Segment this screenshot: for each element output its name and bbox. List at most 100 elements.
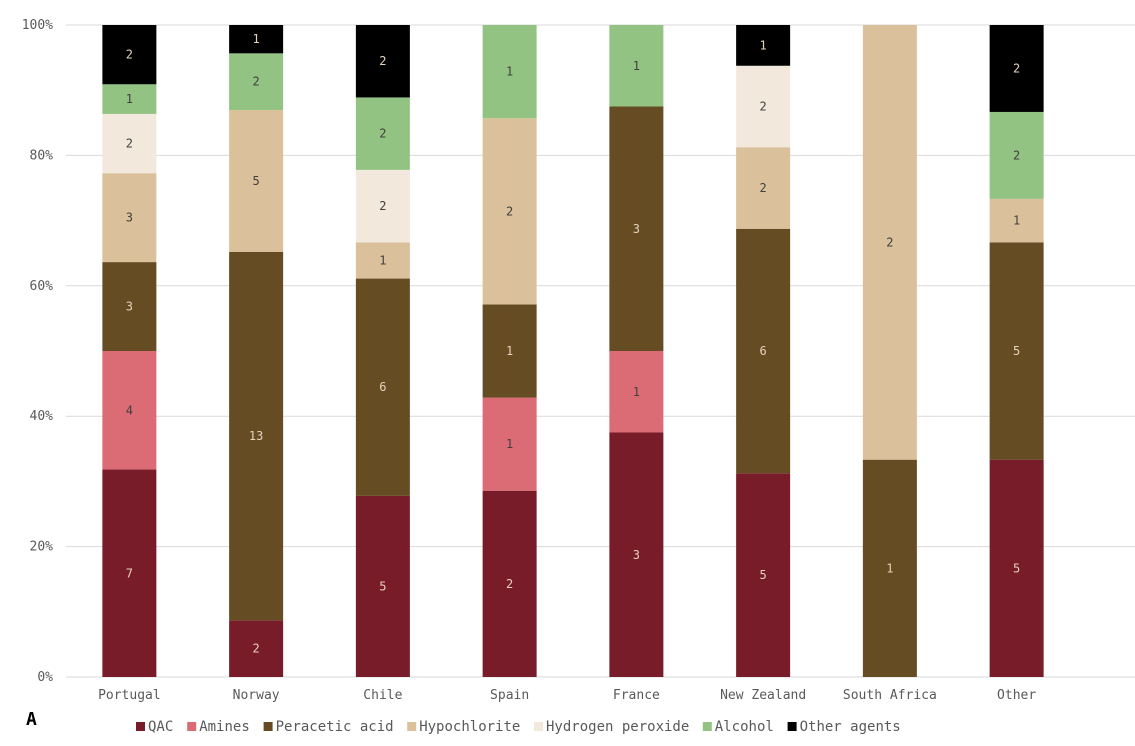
bar-segment bbox=[229, 110, 284, 252]
bar-segment bbox=[102, 351, 157, 470]
legend-label: Peracetic acid bbox=[276, 719, 394, 735]
bar-stack: 2 1 1 2 1 bbox=[482, 25, 537, 677]
data-label: 5 bbox=[253, 174, 260, 188]
bar-segment bbox=[102, 173, 157, 263]
data-label: 2 bbox=[379, 127, 386, 141]
legend: QAC Amines Peracetic acid Hypochlorite Hydro… bbox=[136, 719, 901, 735]
data-label: 5 bbox=[760, 568, 767, 582]
data-label: 2 bbox=[506, 204, 513, 218]
bar-segment bbox=[229, 251, 284, 621]
legend-item: Alcohol bbox=[702, 719, 774, 735]
x-tick-label: South Africa bbox=[843, 688, 937, 703]
data-label: 2 bbox=[886, 235, 893, 249]
data-label: 1 bbox=[506, 437, 513, 451]
data-label: 6 bbox=[379, 380, 386, 394]
bar-segment bbox=[229, 620, 284, 677]
legend-swatch bbox=[534, 722, 543, 731]
data-label: 3 bbox=[126, 300, 133, 314]
bar-segment bbox=[736, 65, 791, 148]
bar-stack: 5 5 1 2 2 bbox=[989, 25, 1044, 677]
bar-segment bbox=[609, 106, 664, 351]
bar-segment bbox=[989, 25, 1044, 112]
legend-label: Amines bbox=[199, 719, 250, 735]
bar-stack: 2 13 5 2 1 bbox=[229, 25, 284, 677]
legend-label: Hypochlorite bbox=[419, 719, 520, 735]
x-tick-label: France bbox=[613, 688, 660, 703]
legend-swatch bbox=[187, 722, 197, 731]
y-tick-label: 40% bbox=[30, 409, 54, 424]
bar-segment bbox=[355, 242, 410, 279]
x-tick-label: Norway bbox=[233, 688, 280, 703]
bar-segment bbox=[609, 25, 664, 107]
bar-segment bbox=[862, 459, 917, 677]
bar-segment bbox=[102, 113, 157, 174]
bar-segment bbox=[736, 473, 791, 677]
data-label: 2 bbox=[253, 75, 260, 89]
legend-item: Other agents bbox=[787, 719, 901, 735]
bar-segment bbox=[229, 53, 284, 111]
legend-label: Hydrogen peroxide bbox=[546, 719, 689, 735]
bar-segment bbox=[102, 25, 157, 85]
legend-item: Peracetic acid bbox=[263, 719, 394, 735]
data-label: 1 bbox=[379, 253, 386, 267]
data-label: 6 bbox=[760, 344, 767, 358]
bar-segment bbox=[989, 459, 1044, 677]
x-tick-label: Spain bbox=[490, 688, 529, 703]
data-label: 1 bbox=[506, 344, 513, 358]
data-label: 3 bbox=[633, 222, 640, 236]
bar-segment bbox=[989, 198, 1044, 243]
data-label: 2 bbox=[760, 181, 767, 195]
bar-stack: 3 1 3 1 bbox=[609, 25, 664, 677]
bar-segment bbox=[609, 432, 664, 677]
bar-segment bbox=[609, 351, 664, 433]
bar-segment bbox=[989, 111, 1044, 199]
legend-label: Other agents bbox=[800, 719, 901, 735]
bar-stack: 5 6 1 2 2 2 bbox=[355, 25, 410, 677]
data-label: 3 bbox=[633, 548, 640, 562]
y-tick-label: 80% bbox=[30, 148, 54, 163]
y-axis-ticks: 0% 20% 40% 60% 80% 100% bbox=[22, 18, 53, 685]
x-tick-label: Other bbox=[997, 688, 1036, 703]
data-label: 2 bbox=[126, 48, 133, 62]
panel-label: A bbox=[26, 709, 37, 730]
data-label: 2 bbox=[1013, 61, 1020, 75]
gridlines bbox=[66, 24, 1135, 678]
y-tick-label: 100% bbox=[22, 18, 53, 33]
data-label: 2 bbox=[379, 54, 386, 68]
legend-item: QAC bbox=[136, 719, 173, 735]
bar-segment bbox=[102, 84, 157, 114]
data-label: 2 bbox=[379, 199, 386, 213]
data-label: 1 bbox=[126, 92, 133, 106]
x-tick-label: Portugal bbox=[98, 688, 161, 703]
bar-stack: 5 6 2 2 1 bbox=[736, 25, 791, 677]
data-label: 2 bbox=[760, 100, 767, 114]
data-label: 2 bbox=[506, 577, 513, 591]
legend-swatch bbox=[407, 722, 417, 731]
bar-segment bbox=[355, 25, 410, 98]
bar-segment bbox=[229, 25, 284, 54]
data-label: 3 bbox=[126, 211, 133, 225]
legend-item: Hypochlorite bbox=[407, 719, 520, 735]
data-label: 7 bbox=[126, 566, 133, 580]
x-tick-label: New Zealand bbox=[720, 688, 806, 703]
bar-segment bbox=[736, 147, 791, 229]
data-label: 13 bbox=[249, 429, 263, 443]
bar-segment bbox=[355, 169, 410, 243]
data-label: 2 bbox=[1013, 148, 1020, 162]
bar-stack: 7 4 3 3 2 1 2 bbox=[102, 25, 157, 677]
x-tick-label: Chile bbox=[363, 688, 402, 703]
data-label: 1 bbox=[760, 38, 767, 52]
data-label: 1 bbox=[633, 59, 640, 73]
bar-segment bbox=[736, 25, 791, 66]
bar-segment bbox=[482, 25, 537, 119]
x-axis-ticks: Portugal Norway Chile Spain France New Zealan… bbox=[98, 688, 1036, 703]
bar-segment bbox=[355, 97, 410, 170]
bar-stack: 12 bbox=[862, 25, 917, 677]
legend-item: Hydrogen peroxide bbox=[534, 719, 689, 735]
legend-label: Alcohol bbox=[715, 719, 774, 735]
legend-item: Amines bbox=[187, 719, 250, 735]
bar-segment bbox=[355, 278, 410, 496]
data-label: 1 bbox=[506, 65, 513, 79]
